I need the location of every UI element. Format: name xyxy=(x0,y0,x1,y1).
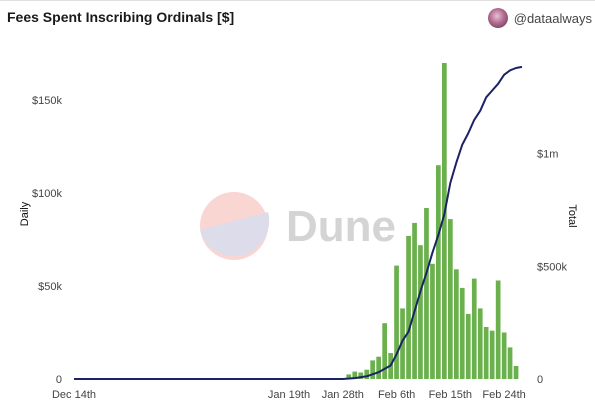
bar-2023-01-29 xyxy=(346,374,352,379)
bar-2023-01-31 xyxy=(358,372,364,379)
bar-2023-02-19 xyxy=(471,278,477,379)
right-tick-label: $1m xyxy=(537,149,558,161)
x-tick-label: Feb 24th xyxy=(482,389,525,401)
bar-2023-02-10 xyxy=(418,245,423,379)
top-border xyxy=(0,0,595,1)
author-link[interactable]: @dataalways xyxy=(487,8,592,28)
total-line-layer xyxy=(74,65,523,380)
bar-2023-02-20 xyxy=(477,308,483,379)
bar-2023-02-12 xyxy=(430,263,435,379)
bar-2023-02-09 xyxy=(412,222,417,379)
bar-2023-02-23 xyxy=(495,280,501,379)
bar-2023-02-04 xyxy=(382,323,387,379)
x-tick-label: Dec 14th xyxy=(52,389,96,401)
bar-2023-02-03 xyxy=(376,356,381,379)
bar-2023-02-24 xyxy=(501,332,507,379)
bar-2023-02-06 xyxy=(394,265,399,379)
chart-title: Fees Spent Inscribing Ordinals [$] xyxy=(7,9,235,25)
bar-2023-02-11 xyxy=(424,208,429,379)
left-tick-label: $150k xyxy=(32,95,62,107)
bar-2023-02-15 xyxy=(448,219,453,379)
bar-2023-01-30 xyxy=(352,371,358,379)
bar-2023-02-07 xyxy=(400,308,405,379)
bar-2023-02-21 xyxy=(483,327,489,379)
dune-watermark: Dune xyxy=(200,192,396,260)
left-axis-title: Daily xyxy=(19,201,31,226)
bar-2023-02-18 xyxy=(465,313,471,379)
author-handle: @dataalways xyxy=(513,10,592,26)
author-avatar xyxy=(487,8,508,28)
bar-2023-02-17 xyxy=(459,287,465,379)
left-axis-ticks: 0 $50k $100k $150k xyxy=(32,95,62,386)
total-line xyxy=(74,65,523,380)
right-axis-title: Total xyxy=(566,204,578,227)
x-axis-ticks: Dec 14th Jan 19th Jan 28th Feb 6th Feb 15th F… xyxy=(52,389,526,401)
watermark-text: Dune xyxy=(286,202,396,251)
left-tick-label: $50k xyxy=(38,281,62,293)
bar-2023-02-02 xyxy=(370,360,375,379)
bar-2023-02-26 xyxy=(513,366,519,379)
daily-bars xyxy=(346,63,519,379)
left-tick-label: 0 xyxy=(56,374,62,386)
bar-2023-02-22 xyxy=(489,330,495,379)
x-tick-label: Jan 19th xyxy=(268,389,310,401)
bar-2023-02-14 xyxy=(442,63,447,379)
watermark-circle-bottom xyxy=(200,212,270,257)
bar-2023-02-25 xyxy=(507,347,513,379)
x-tick-label: Feb 6th xyxy=(378,389,415,401)
bar-2023-02-08 xyxy=(406,235,411,379)
right-tick-label: 0 xyxy=(537,374,543,386)
x-tick-label: Feb 15th xyxy=(429,389,472,401)
right-tick-label: $500k xyxy=(537,261,567,273)
left-tick-label: $100k xyxy=(32,188,62,200)
right-axis-ticks: 0 $500k $1m xyxy=(537,149,567,386)
bar-2023-02-16 xyxy=(454,269,459,379)
x-tick-label: Jan 28th xyxy=(322,389,364,401)
bar-2023-02-13 xyxy=(436,165,441,379)
bar-2023-02-01 xyxy=(364,369,370,379)
